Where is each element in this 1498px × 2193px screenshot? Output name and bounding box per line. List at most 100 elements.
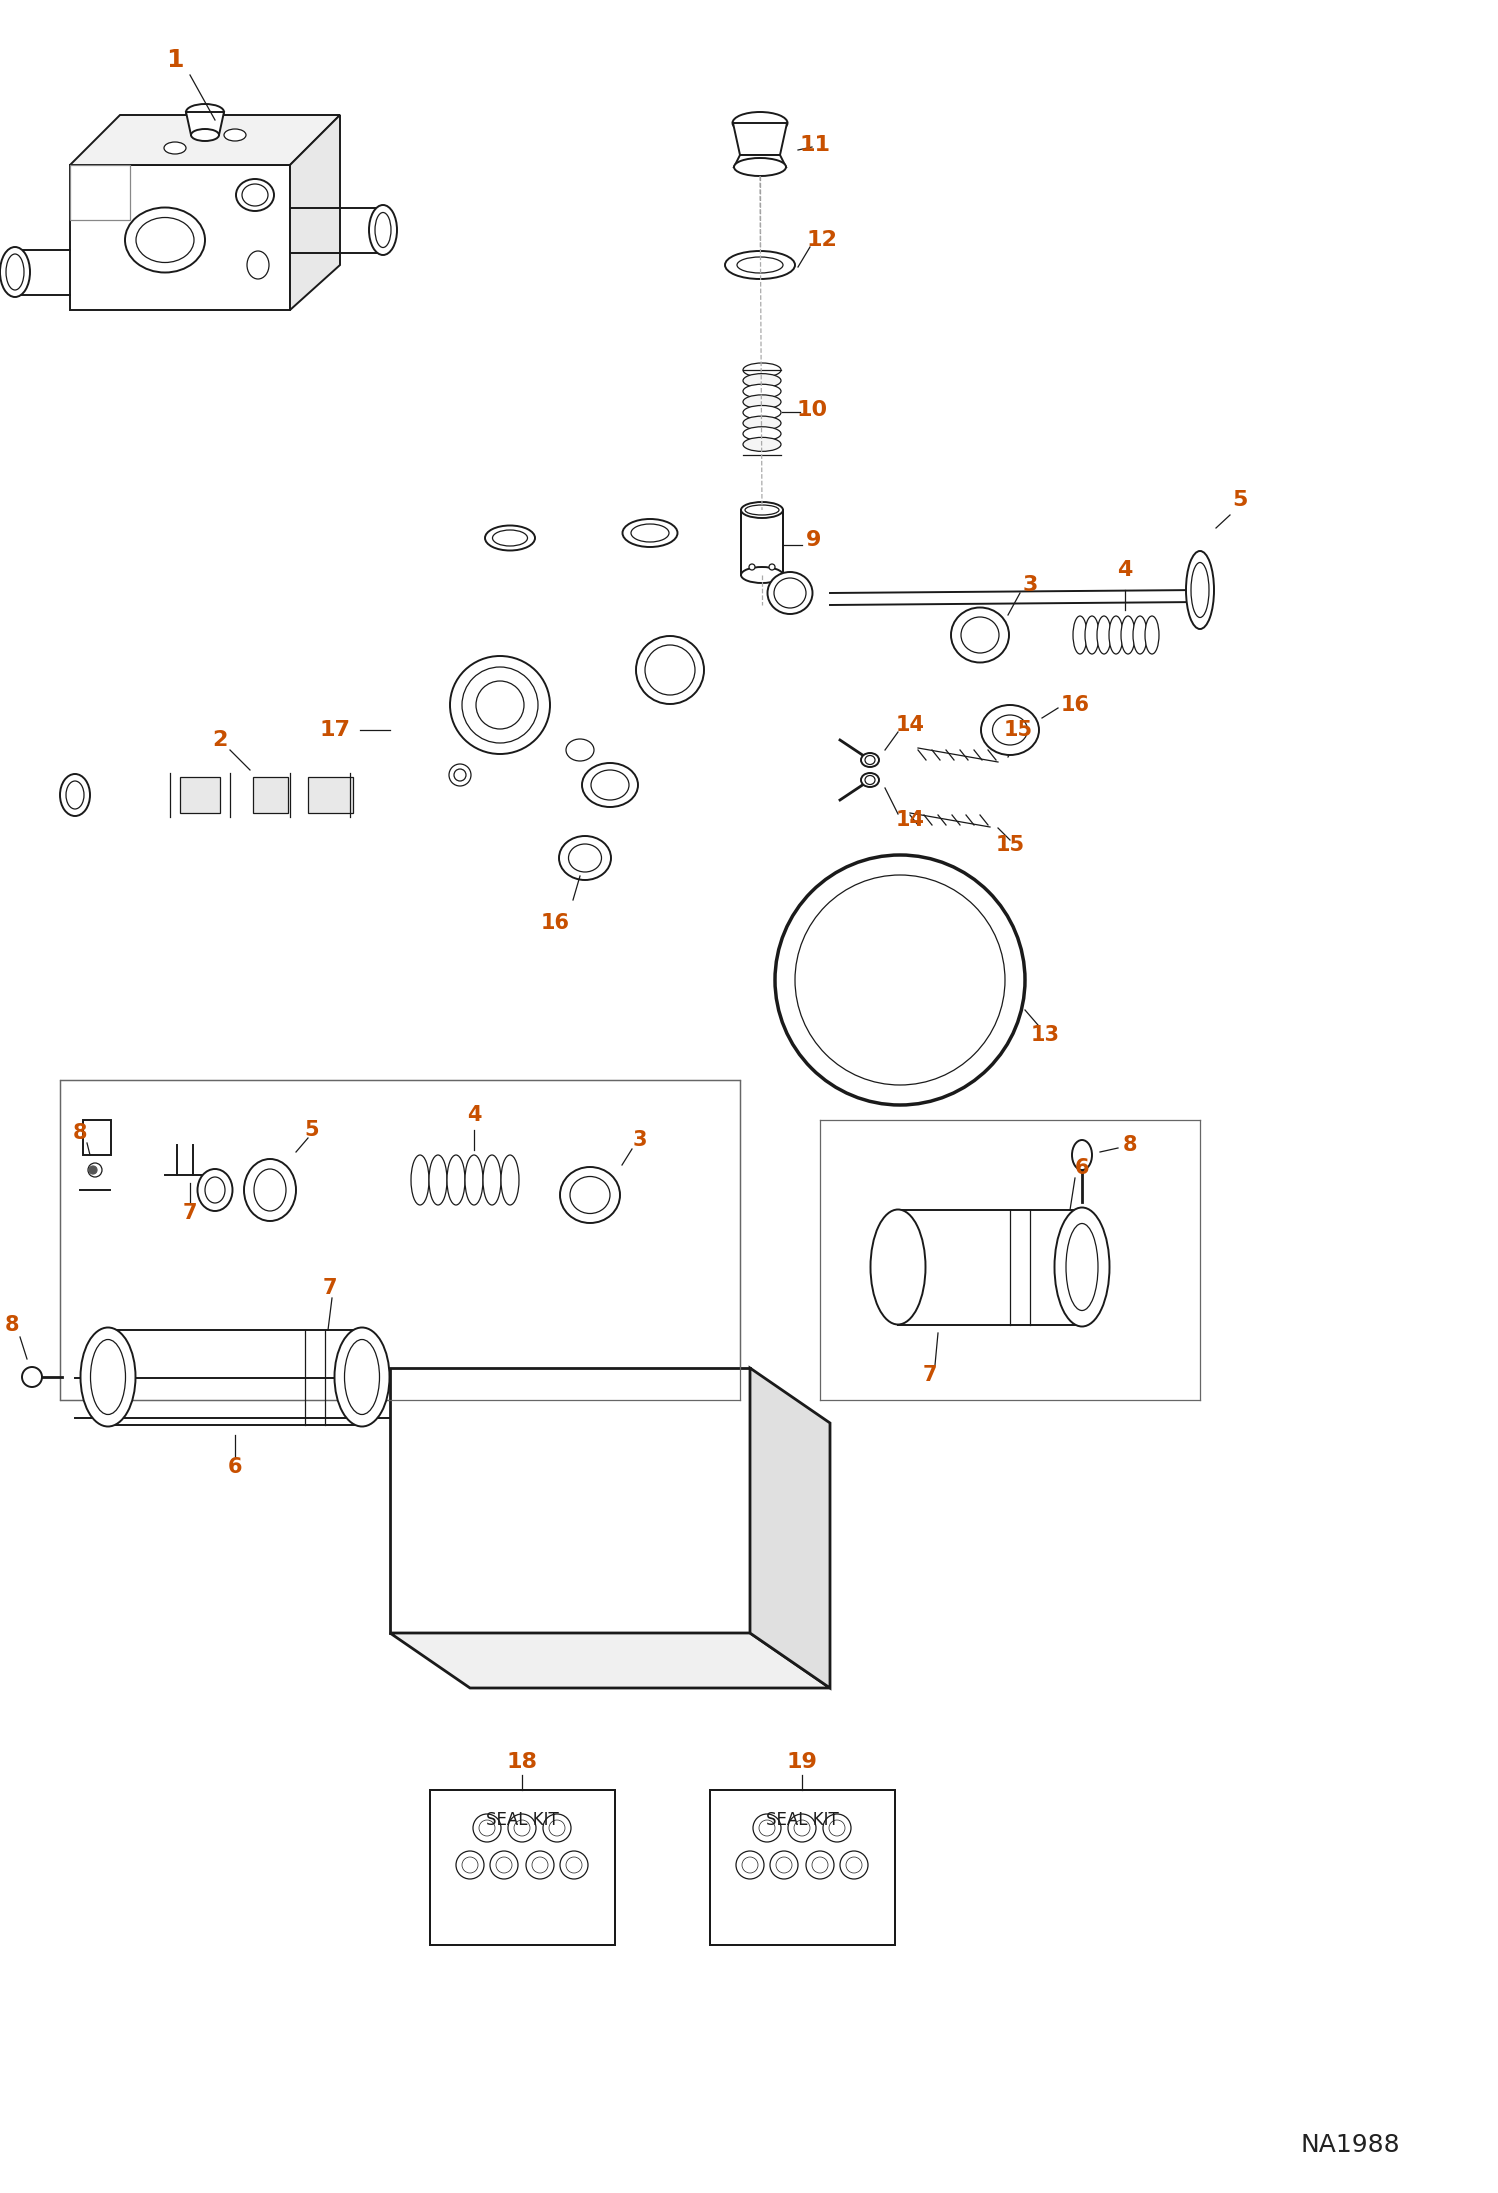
- Text: 4: 4: [1118, 559, 1132, 579]
- Circle shape: [768, 564, 774, 570]
- Ellipse shape: [244, 1158, 297, 1222]
- Ellipse shape: [1121, 616, 1135, 654]
- Ellipse shape: [446, 1156, 464, 1204]
- Circle shape: [795, 875, 1005, 1086]
- Ellipse shape: [247, 250, 270, 279]
- Text: 8: 8: [73, 1123, 87, 1143]
- Ellipse shape: [345, 1340, 379, 1414]
- Circle shape: [759, 1820, 774, 1836]
- Text: 8: 8: [1122, 1136, 1137, 1156]
- Ellipse shape: [90, 1340, 126, 1414]
- Ellipse shape: [767, 572, 812, 614]
- Ellipse shape: [186, 103, 225, 121]
- Bar: [309, 776, 354, 814]
- Bar: [82, 1121, 111, 1156]
- Text: 19: 19: [786, 1752, 818, 1772]
- Circle shape: [542, 1814, 571, 1842]
- Ellipse shape: [1097, 616, 1112, 654]
- Ellipse shape: [0, 248, 30, 296]
- Text: 5: 5: [1233, 489, 1248, 511]
- Ellipse shape: [225, 129, 246, 140]
- Ellipse shape: [205, 1178, 225, 1204]
- Text: 14: 14: [896, 809, 924, 829]
- Text: 6: 6: [1074, 1158, 1089, 1178]
- Circle shape: [749, 564, 755, 570]
- Ellipse shape: [192, 129, 219, 140]
- Ellipse shape: [428, 1156, 446, 1204]
- Circle shape: [473, 1814, 500, 1842]
- Ellipse shape: [870, 1211, 926, 1325]
- Ellipse shape: [464, 1156, 482, 1204]
- Ellipse shape: [493, 531, 527, 546]
- Ellipse shape: [743, 428, 780, 441]
- Text: 8: 8: [4, 1316, 19, 1336]
- Bar: [430, 1789, 616, 1945]
- Ellipse shape: [637, 636, 704, 704]
- Circle shape: [514, 1820, 530, 1836]
- Ellipse shape: [255, 1169, 286, 1211]
- Text: 5: 5: [304, 1121, 319, 1140]
- Ellipse shape: [500, 1156, 518, 1204]
- Ellipse shape: [742, 502, 783, 518]
- Ellipse shape: [1085, 616, 1100, 654]
- Ellipse shape: [163, 143, 186, 154]
- Ellipse shape: [1186, 550, 1213, 629]
- Text: 1: 1: [166, 48, 184, 72]
- Text: 12: 12: [806, 230, 837, 250]
- Ellipse shape: [1073, 616, 1088, 654]
- Ellipse shape: [461, 667, 538, 743]
- Ellipse shape: [81, 1327, 135, 1425]
- Ellipse shape: [476, 682, 524, 728]
- Ellipse shape: [449, 656, 550, 754]
- Ellipse shape: [864, 776, 875, 785]
- Circle shape: [496, 1857, 512, 1873]
- Ellipse shape: [1055, 1208, 1110, 1327]
- Ellipse shape: [743, 364, 780, 377]
- Ellipse shape: [198, 1169, 232, 1211]
- Circle shape: [88, 1167, 97, 1173]
- Ellipse shape: [1144, 616, 1159, 654]
- Ellipse shape: [774, 579, 806, 607]
- Bar: [710, 1789, 894, 1945]
- Ellipse shape: [6, 254, 24, 289]
- Text: SEAL KIT: SEAL KIT: [765, 1811, 839, 1829]
- Ellipse shape: [583, 763, 638, 807]
- Ellipse shape: [733, 112, 788, 134]
- Ellipse shape: [962, 616, 999, 654]
- Circle shape: [736, 1851, 764, 1879]
- Bar: [742, 511, 783, 575]
- Text: 17: 17: [319, 719, 351, 739]
- Ellipse shape: [485, 526, 535, 550]
- Ellipse shape: [454, 770, 466, 781]
- Circle shape: [560, 1851, 589, 1879]
- Polygon shape: [186, 112, 225, 136]
- Ellipse shape: [631, 524, 670, 542]
- Ellipse shape: [334, 1327, 389, 1425]
- Circle shape: [526, 1851, 554, 1879]
- Ellipse shape: [861, 772, 879, 787]
- Ellipse shape: [951, 607, 1010, 662]
- Ellipse shape: [136, 217, 195, 263]
- Ellipse shape: [369, 204, 397, 254]
- Ellipse shape: [124, 208, 205, 272]
- Ellipse shape: [861, 752, 879, 768]
- Ellipse shape: [60, 774, 90, 816]
- Ellipse shape: [1191, 561, 1209, 618]
- Polygon shape: [389, 1634, 830, 1689]
- Circle shape: [812, 1857, 828, 1873]
- Text: 15: 15: [996, 836, 1025, 855]
- Ellipse shape: [745, 504, 779, 515]
- Ellipse shape: [88, 186, 108, 213]
- Text: 7: 7: [183, 1204, 198, 1224]
- Ellipse shape: [743, 373, 780, 388]
- Polygon shape: [70, 164, 130, 219]
- Text: 7: 7: [322, 1279, 337, 1298]
- Ellipse shape: [864, 757, 875, 765]
- Bar: [60, 1079, 740, 1399]
- Text: 6: 6: [228, 1456, 243, 1478]
- Ellipse shape: [559, 836, 611, 879]
- Text: 13: 13: [1031, 1024, 1059, 1046]
- Text: SEAL KIT: SEAL KIT: [485, 1811, 559, 1829]
- Ellipse shape: [592, 770, 629, 800]
- Ellipse shape: [623, 520, 677, 546]
